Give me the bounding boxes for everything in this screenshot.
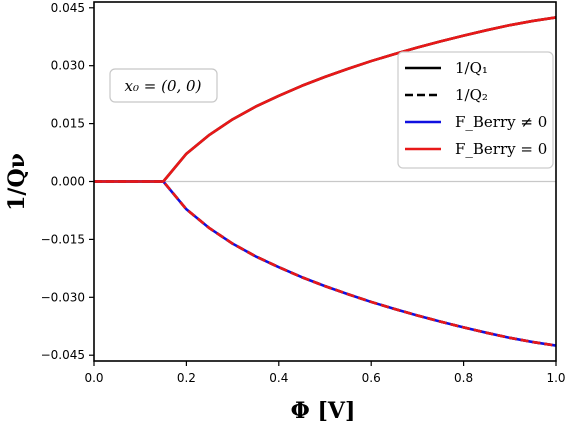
legend-items: 1/Q₁ 1/Q₂ F_Berry ≠ 0 F_Berry = 0 <box>405 59 547 158</box>
series-line-3 <box>94 180 557 347</box>
annotation-frame <box>109 68 218 103</box>
legend-label: F_Berry ≠ 0 <box>455 113 547 131</box>
legend-label: 1/Q₂ <box>455 86 488 104</box>
x-axis-label: Φ [V] <box>291 398 356 424</box>
x-tick-label: 0.4 <box>269 371 288 385</box>
x-tick-label: 1.0 <box>546 371 565 385</box>
legend-label: F_Berry = 0 <box>455 140 547 158</box>
y-tick-label: 0.000 <box>51 175 85 189</box>
x-ticks: 0.0 0.2 0.4 0.6 0.8 1.0 <box>84 361 566 385</box>
y-axis-label: 1/Qν <box>4 153 30 211</box>
legend-label: 1/Q₁ <box>455 59 488 77</box>
annotation-text: x₀ = (0, 0) <box>125 77 202 95</box>
legend-frame <box>397 51 554 169</box>
y-tick-label: 0.030 <box>51 59 85 73</box>
legend: 1/Q₁ 1/Q₂ F_Berry ≠ 0 F_Berry = 0 <box>397 51 554 169</box>
x-tick-label: 0.8 <box>454 371 473 385</box>
y-tick-label: 0.045 <box>51 1 85 15</box>
x-tick-label: 0.0 <box>84 371 103 385</box>
y-tick-label: −0.030 <box>41 290 85 304</box>
y-tick-label: 0.015 <box>51 117 85 131</box>
series-layer <box>94 16 557 347</box>
series-line-5 <box>94 180 557 347</box>
annotation-box: x₀ = (0, 0) <box>109 68 218 103</box>
y-ticks: 0.045 0.030 0.015 0.000 −0.015 −0.030 −0.045 <box>41 1 94 362</box>
y-tick-label: −0.045 <box>41 348 85 362</box>
x-tick-label: 0.2 <box>177 371 196 385</box>
series-line-2 <box>94 180 557 347</box>
y-tick-label: −0.015 <box>41 232 85 246</box>
x-tick-label: 0.6 <box>362 371 381 385</box>
series-line-4 <box>94 16 557 183</box>
